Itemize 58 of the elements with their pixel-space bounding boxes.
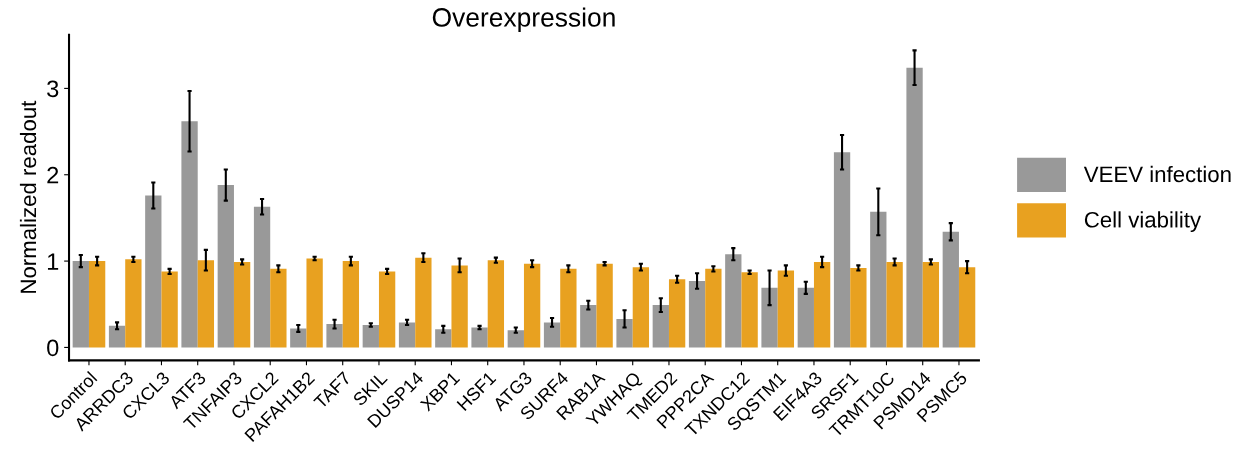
bar [668,279,686,348]
bar [850,267,867,348]
bar [652,305,669,348]
bar [777,270,795,348]
chart-title: Overexpression [432,7,615,33]
bar [741,272,758,348]
bar [813,261,831,348]
bar [761,287,778,348]
bar [72,261,89,348]
bar [415,257,432,348]
bar [435,329,452,348]
bar [451,265,468,348]
bar [632,267,650,348]
bar [833,152,851,348]
bar [197,260,215,348]
bar [326,324,343,348]
bar [616,318,633,348]
bar [181,121,198,348]
y-tick-label: 0 [47,339,59,357]
bar [906,67,923,348]
bar [253,206,271,348]
bar [870,211,887,348]
bar [725,254,742,348]
bar [362,324,379,348]
bar [471,327,488,348]
bar [797,287,814,348]
bar [560,268,577,348]
bar [125,259,142,348]
legend-label: Cell viability [1084,211,1202,233]
bar [942,231,959,348]
bar [688,280,706,348]
bar [886,261,903,348]
bar [217,185,234,348]
bar [342,261,360,348]
legend-label: VEEV infection [1083,165,1231,183]
bar [306,258,323,348]
bar [108,325,126,348]
bar [161,271,178,348]
bar [922,261,940,348]
bar [523,263,541,348]
bar [958,267,976,348]
y-tick-label: 1 [47,253,59,270]
bar [88,261,106,348]
y-axis-title: Normalized readout [19,100,37,293]
bar [487,260,505,348]
bar [398,322,416,348]
bar [507,330,524,348]
y-tick-label: 2 [47,166,59,184]
bar [543,322,561,348]
bar [596,263,613,348]
bar [378,271,396,348]
bar [270,268,287,348]
bar [705,268,722,348]
y-tick-label: 3 [47,80,59,98]
bar [233,261,251,348]
bar [145,195,162,348]
bar [580,305,597,348]
bar [290,328,307,348]
